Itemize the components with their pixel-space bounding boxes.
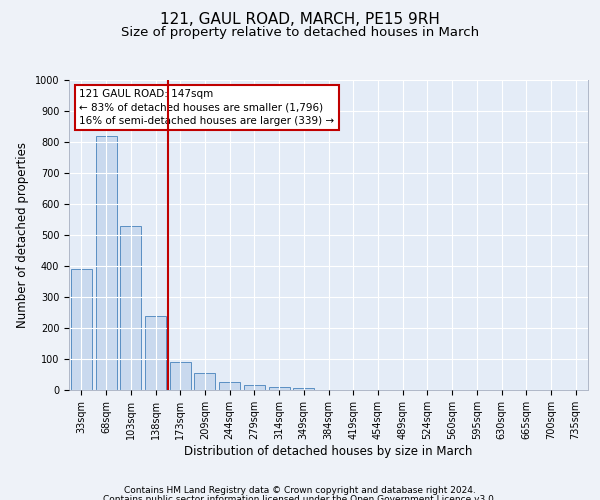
Text: 121 GAUL ROAD: 147sqm
← 83% of detached houses are smaller (1,796)
16% of semi-d: 121 GAUL ROAD: 147sqm ← 83% of detached … bbox=[79, 90, 335, 126]
Text: Size of property relative to detached houses in March: Size of property relative to detached ho… bbox=[121, 26, 479, 39]
Bar bbox=[244, 386, 265, 390]
Y-axis label: Number of detached properties: Number of detached properties bbox=[16, 142, 29, 328]
Text: 121, GAUL ROAD, MARCH, PE15 9RH: 121, GAUL ROAD, MARCH, PE15 9RH bbox=[160, 12, 440, 28]
Bar bbox=[219, 382, 240, 390]
Bar bbox=[145, 316, 166, 390]
Text: Contains HM Land Registry data © Crown copyright and database right 2024.: Contains HM Land Registry data © Crown c… bbox=[124, 486, 476, 495]
Bar bbox=[95, 136, 116, 390]
Bar bbox=[269, 387, 290, 390]
Bar bbox=[293, 388, 314, 390]
Bar bbox=[170, 362, 191, 390]
Bar bbox=[120, 226, 141, 390]
Bar bbox=[194, 373, 215, 390]
Bar bbox=[71, 269, 92, 390]
Text: Contains public sector information licensed under the Open Government Licence v3: Contains public sector information licen… bbox=[103, 495, 497, 500]
X-axis label: Distribution of detached houses by size in March: Distribution of detached houses by size … bbox=[184, 444, 473, 458]
